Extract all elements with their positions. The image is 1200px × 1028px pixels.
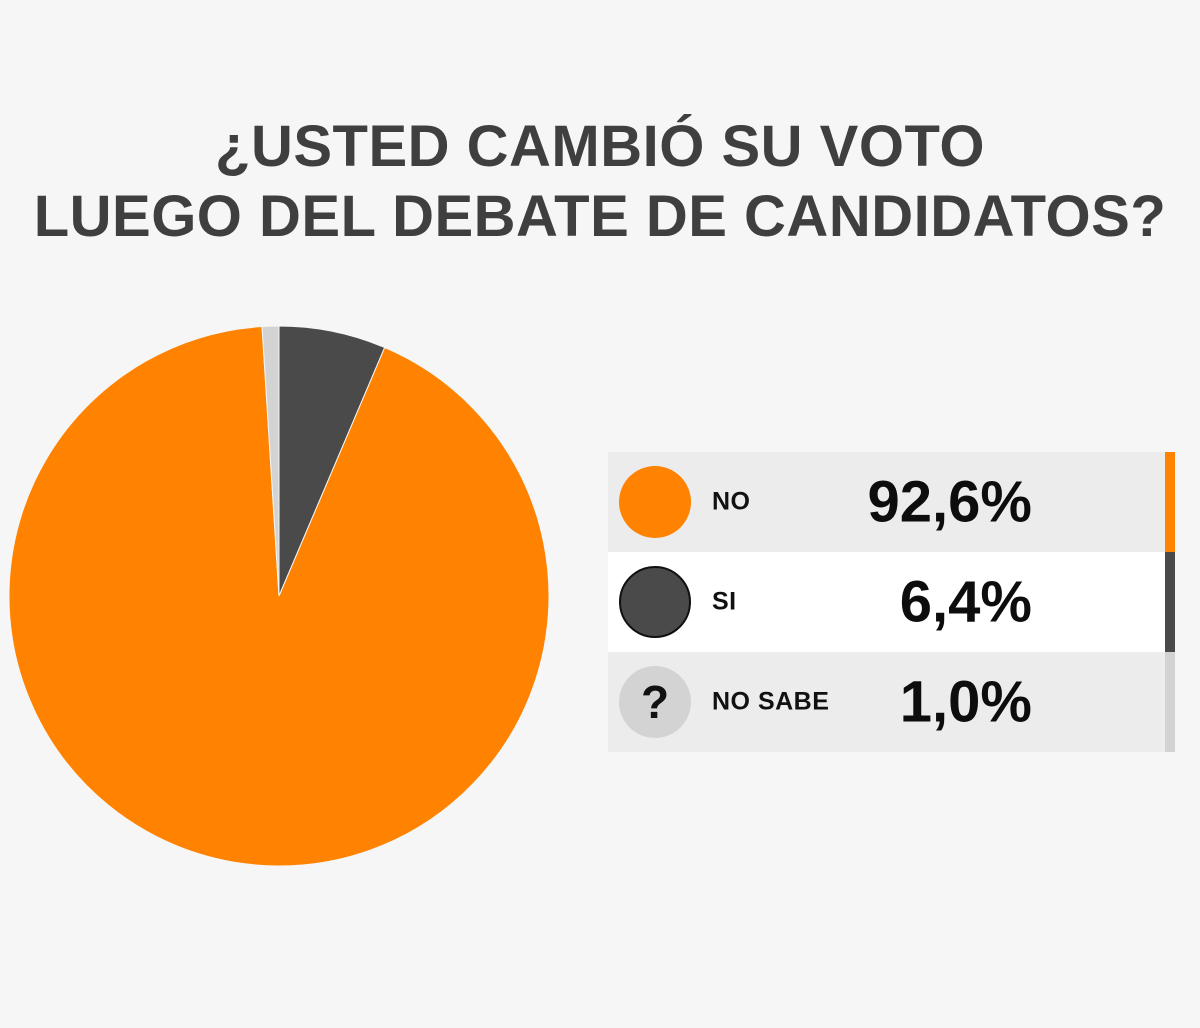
- legend-row-si: SI 6,4%: [608, 552, 1175, 652]
- legend-label-no-sabe: NO SABE: [712, 687, 830, 716]
- pie-chart: [8, 325, 550, 867]
- question-mark-icon: ?: [619, 666, 691, 738]
- legend-value-si: 6,4%: [899, 569, 1032, 635]
- legend-value-no-sabe: 1,0%: [899, 669, 1032, 735]
- pie-slice-no-sabe: [261, 325, 280, 597]
- chart-title-line-1: ¿USTED CAMBIÓ SU VOTO: [215, 114, 985, 179]
- legend-bar-no: [1165, 452, 1175, 552]
- legend-label-si: SI: [712, 587, 737, 616]
- pie-slices: [8, 325, 550, 867]
- legend-swatch-si: [619, 566, 691, 638]
- legend-row-no: NO 92,6%: [608, 452, 1175, 552]
- legend-bar-si: [1165, 552, 1175, 652]
- legend: NO 92,6% SI 6,4% ? NO SABE 1,0%: [608, 452, 1175, 752]
- chart-title: ¿USTED CAMBIÓ SU VOTO LUEGO DEL DEBATE D…: [0, 112, 1200, 252]
- legend-value-no: 92,6%: [867, 469, 1032, 535]
- legend-row-no-sabe: ? NO SABE 1,0%: [608, 652, 1175, 752]
- legend-swatch-no: [619, 466, 691, 538]
- chart-title-line-2: LUEGO DEL DEBATE DE CANDIDATOS?: [33, 184, 1167, 249]
- legend-label-no: NO: [712, 487, 751, 516]
- pie-slice-no: [8, 326, 550, 867]
- legend-bar-no-sabe: [1165, 652, 1175, 752]
